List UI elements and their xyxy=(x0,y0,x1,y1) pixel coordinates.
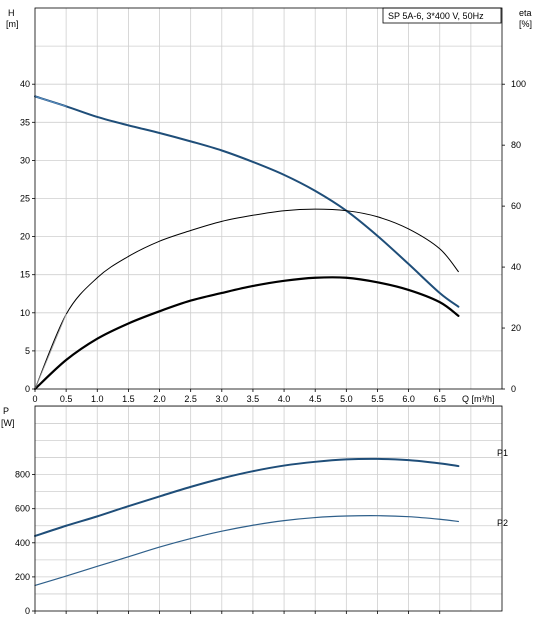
x-tick-label: 3.5 xyxy=(247,394,260,404)
power-series-label-p1: P1 xyxy=(497,448,508,458)
head-efficiency-frame xyxy=(34,7,503,390)
power-curves: P1 P2 xyxy=(34,448,508,587)
x-tick-label: 0 xyxy=(32,394,37,404)
efficiency-tick-label: 80 xyxy=(511,140,521,150)
head-tick-label: 25 xyxy=(20,194,30,204)
power-curve-p2 xyxy=(34,515,460,587)
power-tick-label: 800 xyxy=(15,470,30,480)
x-tick-label: 4.0 xyxy=(278,394,291,404)
power-tick-label: 600 xyxy=(15,504,30,514)
power-grid xyxy=(35,405,502,611)
power-curve-p1 xyxy=(34,457,460,537)
x-tick-label: 2.5 xyxy=(184,394,197,404)
efficiency-tick-label: 60 xyxy=(511,201,521,211)
x-tick-label: 5.0 xyxy=(340,394,353,404)
efficiency-curve-upper xyxy=(34,208,459,390)
head-efficiency-grid xyxy=(35,8,502,389)
head-tick-label: 20 xyxy=(20,232,30,242)
head-tick-label: 0 xyxy=(25,384,30,394)
efficiency-axis-unit: [%] xyxy=(519,19,532,29)
power-tick-label: 0 xyxy=(25,606,30,616)
x-tick-label: 4.5 xyxy=(309,394,322,404)
x-tick-label: 1.5 xyxy=(122,394,135,404)
power-axis-unit: [W] xyxy=(1,418,15,428)
x-tick-label: 3.0 xyxy=(216,394,229,404)
head-curve xyxy=(34,95,460,308)
power-series-label-p2: P2 xyxy=(497,518,508,528)
efficiency-tick-label: 100 xyxy=(511,79,526,89)
x-tick-label: 5.5 xyxy=(371,394,384,404)
chart-title: SP 5A-6, 3*400 V, 50Hz xyxy=(388,11,484,21)
flow-axis-label: Q [m³/h] xyxy=(462,394,495,404)
x-tick-label: 2.0 xyxy=(153,394,166,404)
x-tick-label: 1.0 xyxy=(91,394,104,404)
head-tick-label: 35 xyxy=(20,117,30,127)
power-frame xyxy=(34,405,503,612)
efficiency-curve-extension xyxy=(34,313,67,390)
x-tick-label: 0.5 xyxy=(60,394,73,404)
efficiency-axis-label: eta xyxy=(519,8,532,18)
power-ticks: 0 200 400 600 800 xyxy=(15,470,441,616)
efficiency-curve-lower xyxy=(33,276,460,391)
efficiency-tick-label: 0 xyxy=(511,384,516,394)
efficiency-tick-label: 40 xyxy=(511,262,521,272)
head-tick-label: 30 xyxy=(20,155,30,165)
head-efficiency-curves xyxy=(33,95,460,391)
head-tick-label: 5 xyxy=(25,346,30,356)
head-tick-label: 40 xyxy=(20,79,30,89)
head-curve-extension xyxy=(34,95,67,107)
efficiency-tick-label: 20 xyxy=(511,323,521,333)
power-tick-label: 400 xyxy=(15,538,30,548)
power-axis-label: P xyxy=(3,406,9,416)
head-axis-label: H xyxy=(8,8,15,18)
power-tick-label: 200 xyxy=(15,572,30,582)
head-axis-unit: [m] xyxy=(6,19,19,29)
head-tick-label: 15 xyxy=(20,270,30,280)
head-efficiency-ticks: 0 0.5 1.0 1.5 2.0 2.5 3.0 3.5 4.0 4.5 5.0 5.5 6.0 6.5… xyxy=(20,79,526,404)
x-tick-label: 6.5 xyxy=(433,394,446,404)
head-tick-label: 10 xyxy=(20,308,30,318)
x-tick-label: 6.0 xyxy=(402,394,415,404)
